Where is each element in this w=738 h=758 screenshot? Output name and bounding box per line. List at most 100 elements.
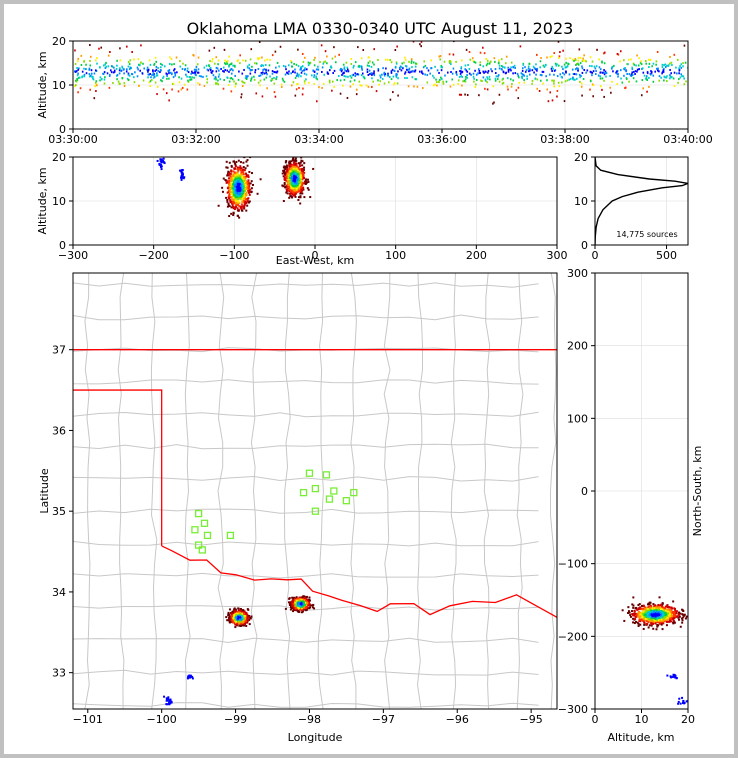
time-source-point — [160, 66, 162, 69]
ew-source-point — [296, 191, 299, 194]
time-source-point — [591, 83, 594, 86]
time-source-point — [638, 68, 640, 71]
county-line — [73, 282, 539, 288]
time-source-point — [368, 65, 370, 68]
time-source-point — [294, 94, 297, 97]
time-source-point — [320, 44, 323, 47]
time-source-point — [419, 70, 421, 73]
ew-source-point — [230, 183, 233, 186]
time-source-point — [594, 72, 597, 75]
time-tick-label: 03:30:00 — [48, 133, 97, 146]
time-source-point — [295, 74, 298, 77]
time-source-point — [160, 62, 162, 65]
time-source-point — [139, 61, 142, 64]
time-source-point — [257, 81, 260, 84]
altitude-histogram-line — [595, 157, 688, 245]
ew-source-point — [230, 189, 233, 192]
ns-source-point — [654, 604, 657, 607]
time-source-point — [300, 75, 302, 78]
time-source-point — [302, 87, 304, 90]
time-source-point — [408, 67, 411, 70]
time-source-point — [468, 67, 471, 70]
time-source-point — [74, 62, 77, 65]
time-source-point — [440, 66, 443, 69]
longitude-tick-label: −99 — [224, 713, 247, 726]
ew-source-point — [239, 184, 242, 187]
time-source-point — [413, 85, 415, 88]
ew-source-point — [292, 173, 295, 176]
time-source-point — [634, 70, 637, 73]
ns-source-point — [663, 611, 666, 614]
ns-source-point — [638, 613, 641, 616]
time-source-point — [275, 77, 278, 80]
time-source-point — [175, 56, 178, 59]
ns-source-point — [630, 610, 633, 613]
time-source-point — [510, 61, 513, 64]
time-source-point — [611, 80, 613, 83]
ew-tick-label: 0 — [312, 249, 319, 262]
time-source-point — [540, 74, 543, 77]
time-source-point — [501, 65, 503, 68]
time-source-point — [663, 67, 665, 70]
time-source-point — [257, 57, 259, 60]
time-source-point — [407, 71, 410, 74]
time-source-point — [669, 74, 671, 77]
time-source-point — [352, 73, 355, 76]
map-source-point — [244, 617, 247, 620]
map-source-point — [294, 603, 297, 606]
time-source-point — [494, 79, 497, 82]
map-source-point — [249, 616, 252, 619]
time-source-point — [123, 68, 125, 71]
time-source-point — [89, 55, 92, 58]
time-source-point — [641, 67, 643, 70]
ns-source-point — [648, 603, 651, 606]
time-source-point — [195, 65, 198, 68]
time-source-point — [89, 74, 92, 77]
time-source-point — [411, 66, 413, 69]
map-source-point — [300, 596, 303, 599]
ew-source-point — [295, 187, 298, 190]
ew-source-point — [235, 204, 238, 207]
ew-source-point — [246, 204, 249, 207]
time-source-point — [259, 74, 262, 77]
time-source-point — [273, 71, 276, 74]
time-source-point — [107, 54, 110, 57]
ew-source-point — [286, 192, 289, 195]
time-source-point — [142, 62, 144, 65]
time-source-point — [477, 72, 479, 75]
ew-source-point — [237, 159, 240, 162]
time-source-point — [528, 70, 530, 73]
time-source-point — [211, 71, 213, 74]
time-source-point — [358, 80, 361, 83]
time-source-point — [529, 69, 531, 72]
ew-source-point — [238, 205, 241, 208]
ns-source-point — [651, 611, 654, 614]
time-source-point — [359, 84, 362, 87]
time-source-point — [649, 73, 652, 76]
time-source-point — [280, 83, 283, 86]
time-source-point — [645, 62, 648, 65]
ew-source-point — [245, 175, 248, 178]
time-source-point — [341, 73, 343, 76]
time-source-point — [453, 41, 455, 43]
time-source-point — [489, 60, 492, 63]
time-source-point — [402, 67, 404, 70]
time-source-point — [224, 69, 227, 72]
time-source-point — [625, 70, 627, 73]
time-source-point — [424, 73, 426, 76]
altitude-tick-label: 20 — [52, 35, 66, 48]
ns-source-point — [652, 627, 655, 630]
ew-source-point — [286, 172, 289, 175]
time-source-point — [278, 65, 280, 68]
ew-source-point — [228, 181, 231, 184]
time-source-point — [154, 81, 157, 84]
map-source-point — [250, 615, 253, 618]
ns-source-point — [670, 614, 673, 617]
time-source-point — [271, 54, 274, 57]
time-source-point — [479, 72, 482, 75]
time-source-point — [170, 73, 173, 76]
time-source-point — [481, 80, 483, 83]
time-source-point — [526, 75, 528, 78]
time-source-point — [77, 76, 80, 79]
ew-source-point — [301, 184, 304, 187]
